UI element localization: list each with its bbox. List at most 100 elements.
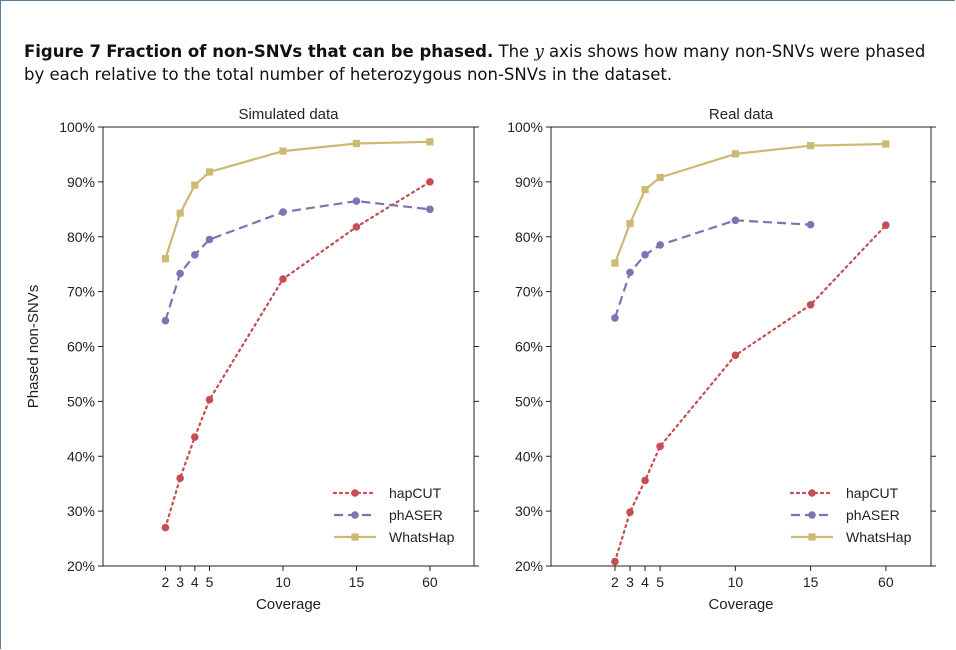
data-point-phaser — [161, 316, 170, 325]
data-point-hapcut — [806, 300, 815, 309]
series-line-whatshap — [613, 142, 886, 264]
data-point-phaser — [279, 208, 287, 216]
data-point-whatshap — [807, 142, 815, 150]
data-point-hapcut — [279, 275, 287, 283]
legend-item-hapcut: hapCUT — [332, 485, 442, 501]
legend-item-whatshap: WhatsHap — [334, 529, 455, 545]
legend-label: WhatsHap — [846, 529, 912, 545]
data-point-phaser — [191, 251, 199, 259]
data-point-phaser — [426, 205, 434, 214]
data-point-whatshap — [882, 140, 890, 148]
data-point-phaser — [352, 197, 361, 205]
series-line-phaser — [164, 199, 431, 322]
data-point-whatshap — [352, 139, 361, 148]
y-tick-label: 90% — [67, 174, 95, 190]
data-point-phaser — [641, 251, 649, 259]
caption-text-before: The — [498, 42, 530, 61]
legend-label: phASER — [389, 507, 443, 523]
legend-item-whatshap: WhatsHap — [791, 529, 912, 545]
legend-label: hapCUT — [846, 485, 899, 501]
data-point-phaser — [731, 216, 740, 225]
y-tick-label: 60% — [515, 339, 543, 355]
y-tick-label: 70% — [515, 284, 543, 300]
data-point-whatshap — [426, 138, 434, 146]
caption-text-after: axis shows how many non-SNVs were phased… — [24, 42, 926, 84]
data-point-whatshap — [205, 168, 214, 176]
x-axis-label: Coverage — [256, 596, 321, 613]
y-tick-label: 40% — [515, 448, 543, 464]
data-point-whatshap — [656, 173, 664, 182]
legend-marker — [351, 489, 359, 497]
data-point-hapcut — [205, 395, 214, 404]
data-point-whatshap — [731, 150, 739, 158]
legend-marker — [808, 489, 816, 497]
data-point-whatshap — [176, 209, 184, 217]
y-tick-label: 20% — [515, 558, 543, 574]
data-point-hapcut — [161, 523, 170, 532]
chart-panel-2: Real data 20% 30% 40% 50% 60% 70% 80% 90% 100% 2 3 4… — [507, 106, 936, 613]
data-point-phaser — [626, 268, 634, 277]
x-tick-label: 15 — [349, 574, 365, 590]
y-axis-label: Phased non-SNVs — [25, 285, 42, 408]
legend-item-hapcut: hapCUT — [789, 485, 899, 501]
legend-marker — [808, 511, 816, 519]
series-line-hapcut — [164, 180, 431, 529]
x-tick-label: 10 — [275, 574, 291, 590]
y-tick-label: 80% — [515, 229, 543, 245]
data-point-whatshap — [641, 185, 649, 194]
data-point-whatshap — [191, 181, 199, 189]
x-axis-label: Coverage — [708, 596, 773, 613]
data-point-whatshap — [611, 259, 619, 267]
y-tick-label: 50% — [515, 393, 543, 409]
x-tick-label: 60 — [422, 574, 438, 590]
x-tick-label: 2 — [611, 574, 619, 590]
legend-marker — [808, 533, 816, 541]
x-tick-label: 4 — [641, 574, 649, 590]
y-tick-label: 80% — [67, 229, 95, 245]
data-point-hapcut — [656, 442, 664, 451]
data-point-phaser — [205, 235, 214, 244]
x-tick-label: 3 — [626, 574, 634, 590]
y-tick-label: 40% — [67, 448, 95, 464]
series-line-phaser — [613, 219, 811, 319]
data-point-hapcut — [352, 223, 361, 231]
y-tick-label: 50% — [67, 393, 95, 409]
legend-label: WhatsHap — [389, 529, 455, 545]
legend-marker — [351, 533, 359, 541]
y-tick-label: 100% — [507, 119, 543, 135]
x-tick-label: 3 — [176, 574, 184, 590]
legend-marker — [351, 511, 359, 519]
data-point-hapcut — [611, 557, 619, 566]
y-tick-label: 60% — [67, 339, 95, 355]
x-tick-label: 5 — [206, 574, 214, 590]
y-tick-label: 70% — [67, 284, 95, 300]
data-point-phaser — [176, 269, 184, 278]
data-point-hapcut — [176, 474, 184, 483]
data-point-hapcut — [882, 221, 890, 230]
legend-label: hapCUT — [389, 485, 442, 501]
chart-title: Simulated data — [238, 106, 339, 123]
data-point-hapcut — [426, 178, 434, 186]
legend-item-phaser: phASER — [334, 507, 443, 523]
caption-heading: Fraction of non-SNVs that can be phased. — [106, 42, 494, 61]
series-line-whatshap — [164, 140, 430, 260]
x-tick-label: 4 — [191, 574, 199, 590]
figure-caption: Figure 7 Fraction of non-SNVs that can b… — [24, 40, 944, 86]
chart-title: Real data — [709, 106, 774, 123]
x-tick-label: 10 — [728, 574, 744, 590]
data-point-phaser — [806, 220, 815, 229]
data-point-phaser — [656, 241, 664, 249]
x-tick-label: 5 — [656, 574, 664, 590]
data-point-hapcut — [626, 508, 634, 517]
x-tick-label: 2 — [162, 574, 170, 590]
legend-label: phASER — [846, 507, 900, 523]
caption-y-variable: y — [534, 42, 544, 61]
caption-label: Figure 7 — [24, 42, 102, 61]
data-point-hapcut — [191, 433, 199, 441]
x-tick-label: 15 — [803, 574, 819, 590]
data-point-whatshap — [626, 219, 634, 228]
data-point-whatshap — [279, 147, 287, 155]
data-point-whatshap — [161, 255, 170, 263]
